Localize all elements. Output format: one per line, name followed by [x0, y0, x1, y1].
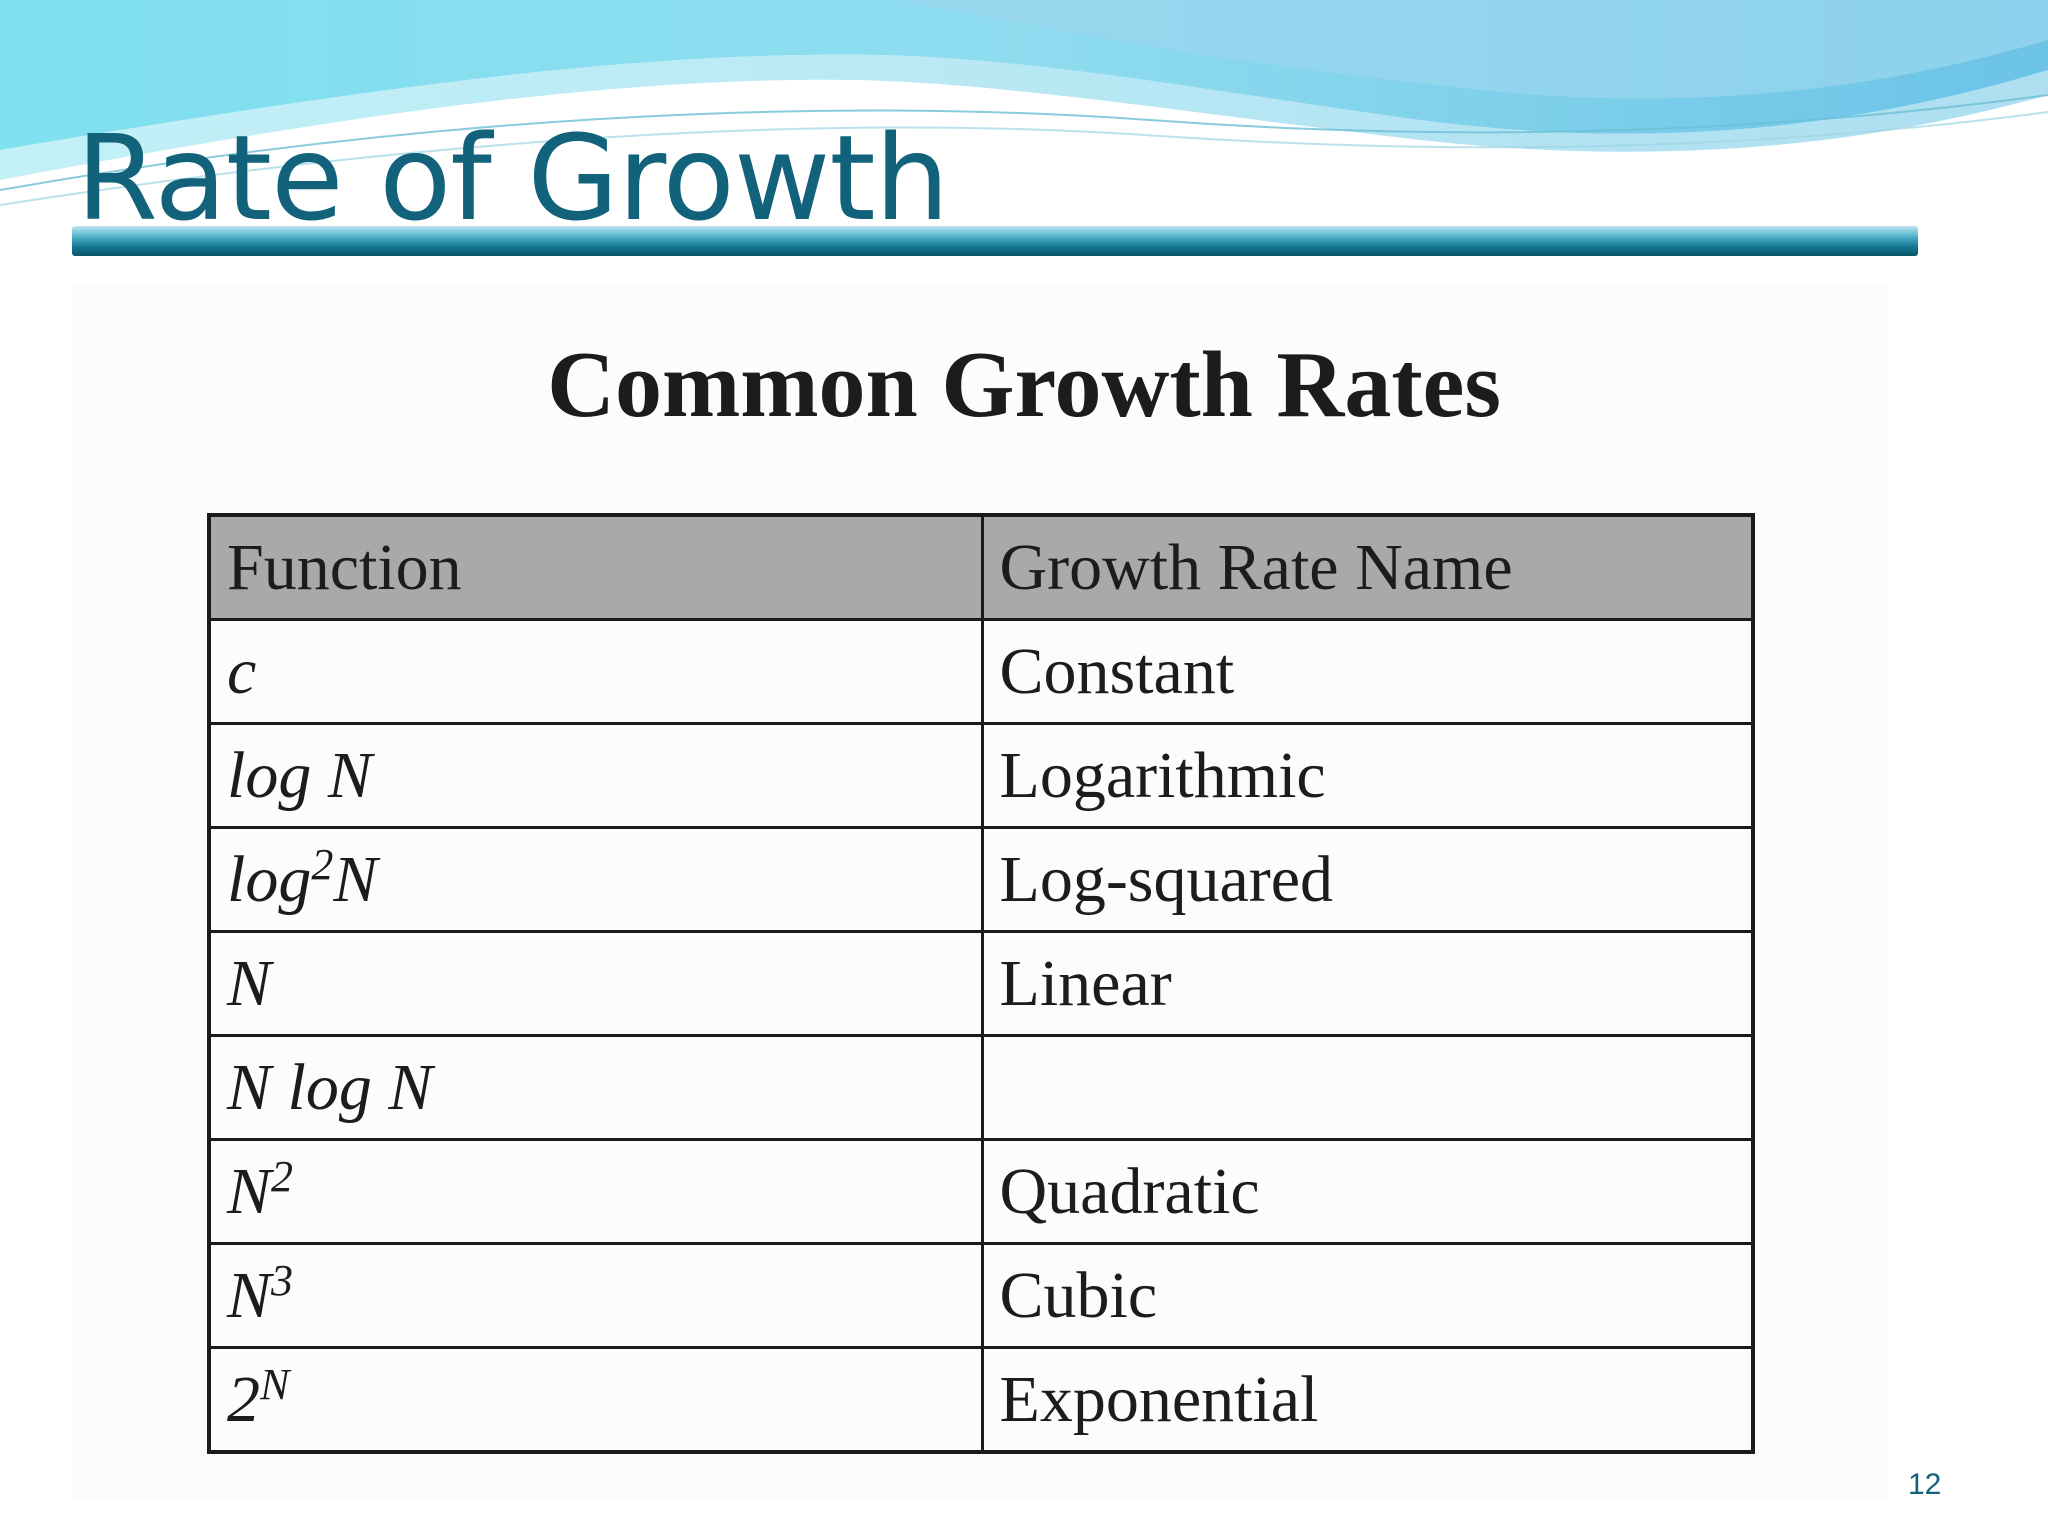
growth-rate-name-cell: Cubic	[980, 1242, 1755, 1349]
function-cell: c	[207, 618, 984, 725]
table-row: N log N	[207, 1034, 1755, 1141]
function-cell: N	[207, 930, 984, 1037]
growth-rate-name-cell: Log-squared	[980, 826, 1755, 933]
table-header-row: Function Growth Rate Name	[207, 513, 1755, 621]
function-cell: 2N	[207, 1346, 984, 1454]
table-row: log N Logarithmic	[207, 722, 1755, 829]
growth-rate-name-cell: Linear	[980, 930, 1755, 1037]
page-number: 12	[1908, 1468, 1942, 1501]
growth-rate-name-cell: Constant	[980, 618, 1755, 725]
table-row: N Linear	[207, 930, 1755, 1037]
table-row: log2N Log-squared	[207, 826, 1755, 933]
table-heading: Common Growth Rates	[547, 333, 1501, 437]
function-tail: N	[333, 842, 378, 916]
column-header-function: Function	[207, 513, 984, 621]
function-cell: N3	[207, 1242, 984, 1349]
function-cell: N2	[207, 1138, 984, 1245]
function-base: N	[227, 1258, 272, 1332]
table-row: N3 Cubic	[207, 1242, 1755, 1349]
function-base: log	[227, 842, 312, 916]
table-row: c Constant	[207, 618, 1755, 725]
function-exponent: 3	[271, 1255, 294, 1305]
column-header-growth-rate-name: Growth Rate Name	[980, 513, 1755, 621]
growth-rates-table: Function Growth Rate Name c Constant log…	[207, 513, 1755, 1454]
function-exponent: N	[260, 1359, 290, 1409]
function-base: N	[227, 1154, 272, 1228]
function-cell: log N	[207, 722, 984, 829]
table-row: 2N Exponential	[207, 1346, 1755, 1454]
table-row: N2 Quadratic	[207, 1138, 1755, 1245]
growth-rate-name-cell: Quadratic	[980, 1138, 1755, 1245]
growth-rate-name-cell	[980, 1034, 1755, 1141]
growth-rate-name-cell: Logarithmic	[980, 722, 1755, 829]
title-underline-bar	[72, 226, 1918, 256]
function-cell: log2N	[207, 826, 984, 933]
function-cell: N log N	[207, 1034, 984, 1141]
function-exponent: 2	[271, 1151, 294, 1201]
growth-rate-name-cell: Exponential	[980, 1346, 1755, 1454]
function-exponent: 2	[311, 839, 334, 889]
slide-title: Rate of Growth	[76, 109, 949, 247]
function-base: 2	[227, 1362, 260, 1436]
header-wave-decoration	[0, 0, 2048, 206]
